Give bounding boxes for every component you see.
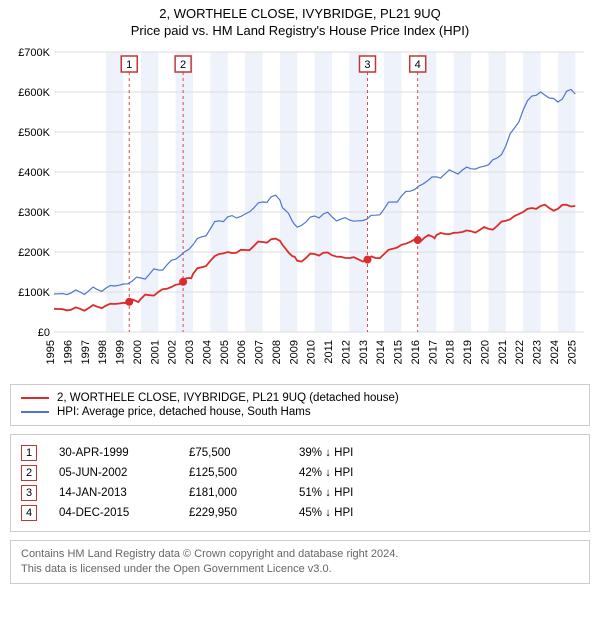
sale-price: £229,950 [189,507,299,519]
caption-line-1: Contains HM Land Registry data © Crown c… [21,547,579,562]
year-band [384,52,401,332]
x-tick-label: 1998 [97,340,109,364]
legend: 2, WORTHELE CLOSE, IVYBRIDGE, PL21 9UQ (… [10,384,590,426]
year-band [280,52,297,332]
sale-date: 14-JAN-2013 [59,487,189,499]
x-tick-label: 2008 [271,340,283,364]
legend-row-property: 2, WORTHELE CLOSE, IVYBRIDGE, PL21 9UQ (… [21,391,579,405]
sale-marker [179,278,187,286]
legend-row-hpi: HPI: Average price, detached house, Sout… [21,405,579,419]
x-tick-label: 2024 [549,340,561,364]
year-band [488,52,505,332]
x-tick-label: 2014 [375,340,387,364]
event-number-box: 1 [21,445,37,461]
sale-date: 04-DEC-2015 [59,507,189,519]
table-row: 4 04-DEC-2015£229,95045% ↓ HPI [21,503,579,523]
year-band [245,52,262,332]
year-band [106,52,123,332]
sale-vs-hpi: 39% ↓ HPI [299,447,429,459]
x-tick-label: 2015 [393,340,405,364]
event-marker-number: 2 [180,59,186,71]
year-band [141,52,158,332]
y-tick-label: £600K [18,87,50,99]
sale-marker [125,298,133,306]
title-block: 2, WORTHELE CLOSE, IVYBRIDGE, PL21 9UQ P… [10,6,590,38]
x-tick-label: 2004 [201,340,213,364]
legend-swatch-property [21,397,49,399]
x-tick-label: 2025 [566,340,578,364]
x-tick-label: 2019 [462,340,474,364]
y-tick-label: £100K [18,287,50,299]
x-tick-label: 2006 [236,340,248,364]
title-subtitle: Price paid vs. HM Land Registry's House … [10,23,590,38]
x-tick-label: 2021 [497,340,509,364]
sale-marker [414,236,422,244]
sale-vs-hpi: 45% ↓ HPI [299,507,429,519]
sale-price: £125,500 [189,467,299,479]
x-tick-label: 2013 [358,340,370,364]
chart-svg: £0 £100K £200K £300K £400K £500K £600K £700K 199… [10,46,588,376]
event-marker-number: 3 [364,59,370,71]
caption: Contains HM Land Registry data © Crown c… [10,540,590,584]
x-tick-label: 2012 [340,340,352,364]
legend-label-hpi: HPI: Average price, detached house, Sout… [57,406,311,418]
legend-swatch-hpi [21,411,49,413]
x-tick-label: 2011 [323,340,335,364]
y-tick-label: £200K [18,247,50,259]
year-band [349,52,366,332]
table-row: 1 30-APR-1999£75,50039% ↓ HPI [21,443,579,463]
year-band [558,52,575,332]
table-row: 3 14-JAN-2013£181,00051% ↓ HPI [21,483,579,503]
x-tick-label: 2005 [219,340,231,364]
y-tick-label: £300K [18,207,50,219]
year-band [419,52,436,332]
x-tick-label: 2023 [532,340,544,364]
title-address: 2, WORTHELE CLOSE, IVYBRIDGE, PL21 9UQ [10,6,590,21]
event-marker-number: 4 [415,59,421,71]
sale-date: 30-APR-1999 [59,447,189,459]
x-tick-label: 1997 [80,340,92,364]
event-number-box: 3 [21,485,37,501]
y-tick-label: £700K [18,47,50,59]
chart-area: £0 £100K £200K £300K £400K £500K £600K £700K 199… [10,46,590,376]
x-tick-label: 2009 [288,340,300,364]
x-tick-label: 2017 [427,340,439,364]
sales-table: 1 30-APR-1999£75,50039% ↓ HPI 2 05-JUN-2002… [10,434,590,532]
sale-marker [363,256,371,264]
x-tick-label: 1996 [62,340,74,364]
sale-price: £181,000 [189,487,299,499]
x-tick-label: 1995 [45,340,57,364]
event-number-box: 4 [21,505,37,521]
x-tick-label: 2002 [167,340,179,364]
event-marker-number: 1 [126,59,132,71]
sale-date: 05-JUN-2002 [59,467,189,479]
year-band [176,52,193,332]
y-tick-label: £400K [18,167,50,179]
sale-price: £75,500 [189,447,299,459]
x-tick-label: 2022 [514,340,526,364]
y-tick-label: £500K [18,127,50,139]
year-band [210,52,227,332]
x-tick-label: 2020 [479,340,491,364]
year-band [454,52,471,332]
event-number-box: 2 [21,465,37,481]
x-tick-label: 2000 [132,340,144,364]
x-tick-label: 2010 [306,340,318,364]
x-tick-label: 2003 [184,340,196,364]
x-tick-label: 2001 [149,340,161,364]
x-tick-label: 1999 [115,340,127,364]
year-band [315,52,332,332]
y-tick-label: £0 [38,327,50,339]
x-tick-label: 2007 [254,340,266,364]
x-tick-label: 2016 [410,340,422,364]
chart-container: 2, WORTHELE CLOSE, IVYBRIDGE, PL21 9UQ P… [0,0,600,594]
legend-label-property: 2, WORTHELE CLOSE, IVYBRIDGE, PL21 9UQ (… [57,392,399,404]
sale-vs-hpi: 51% ↓ HPI [299,487,429,499]
sale-vs-hpi: 42% ↓ HPI [299,467,429,479]
table-row: 2 05-JUN-2002£125,50042% ↓ HPI [21,463,579,483]
caption-line-2: This data is licensed under the Open Gov… [21,562,579,577]
x-tick-label: 2018 [445,340,457,364]
